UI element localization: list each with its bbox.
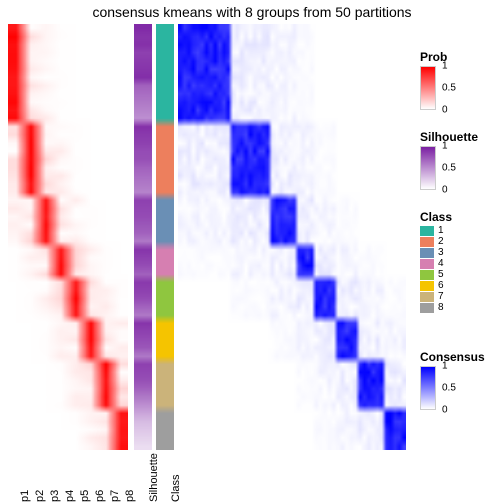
legend-class-label: 5 <box>438 270 444 280</box>
legend-swatch <box>420 259 434 269</box>
legend-tick: 1 <box>442 61 448 72</box>
class-column <box>156 24 174 450</box>
legend-class-label: 8 <box>438 303 444 313</box>
legend-swatch <box>420 248 434 258</box>
legend-class-label: 2 <box>438 237 444 247</box>
prob-axis-label: p8 <box>124 490 136 502</box>
legend-class-item: 4 <box>420 259 500 269</box>
legend-class-item: 7 <box>420 292 500 302</box>
legend-class-item: 5 <box>420 270 500 280</box>
legend-tick: 0.5 <box>442 383 456 394</box>
legend-tick: 0 <box>442 105 448 116</box>
legend-swatch <box>420 237 434 247</box>
legend-tick: 0 <box>442 405 448 416</box>
consensus-heatmap <box>178 24 406 450</box>
legend-gradient <box>420 66 436 110</box>
prob-axis-label: p1 <box>19 490 31 502</box>
legend-tick: 0 <box>442 185 448 196</box>
legend-class-item: 2 <box>420 237 500 247</box>
legend-class-label: 6 <box>438 281 444 291</box>
silhouette-axis-label: Silhouette <box>148 453 160 502</box>
legend-title: Consensus <box>420 350 500 364</box>
legend-swatch <box>420 281 434 291</box>
legend-prob: Prob1 0.5 0 <box>420 50 500 120</box>
chart-title: consensus kmeans with 8 groups from 50 p… <box>0 4 504 20</box>
prob-axis-label: p3 <box>49 490 61 502</box>
legend-swatch <box>420 270 434 280</box>
silhouette-column <box>134 24 152 450</box>
prob-axis-label: p5 <box>79 490 91 502</box>
legend-tick: 0.5 <box>442 83 456 94</box>
legend-silhouette: Silhouette1 0.5 0 <box>420 130 500 200</box>
legend-class-item: 8 <box>420 303 500 313</box>
legend-tick: 1 <box>442 141 448 152</box>
prob-axis-label: p2 <box>34 490 46 502</box>
legend-title: Class <box>420 210 500 224</box>
legend-class-item: 1 <box>420 226 500 236</box>
legend-class-label: 1 <box>438 226 444 236</box>
prob-axis-label: p6 <box>94 490 106 502</box>
legend-class-item: 3 <box>420 248 500 258</box>
legend-tick: 1 <box>442 361 448 372</box>
legend-tick: 0.5 <box>442 163 456 174</box>
prob-axis-label: p7 <box>109 490 121 502</box>
prob-heatmap <box>8 24 128 450</box>
legend-swatch <box>420 292 434 302</box>
legend-title: Prob <box>420 50 500 64</box>
legend-consensus: Consensus1 0.5 0 <box>420 350 500 420</box>
legend-class-item: 6 <box>420 281 500 291</box>
legend-class-label: 7 <box>438 292 444 302</box>
class-axis-label: Class <box>170 474 182 502</box>
legend-gradient <box>420 366 436 410</box>
prob-axis-label: p4 <box>64 490 76 502</box>
legend-swatch <box>420 303 434 313</box>
legend-class-label: 3 <box>438 248 444 258</box>
legend-swatch <box>420 226 434 236</box>
legend-title: Silhouette <box>420 130 500 144</box>
legend-gradient <box>420 146 436 190</box>
legend-class-label: 4 <box>438 259 444 269</box>
legend-class: Class 12345678 <box>420 210 500 340</box>
